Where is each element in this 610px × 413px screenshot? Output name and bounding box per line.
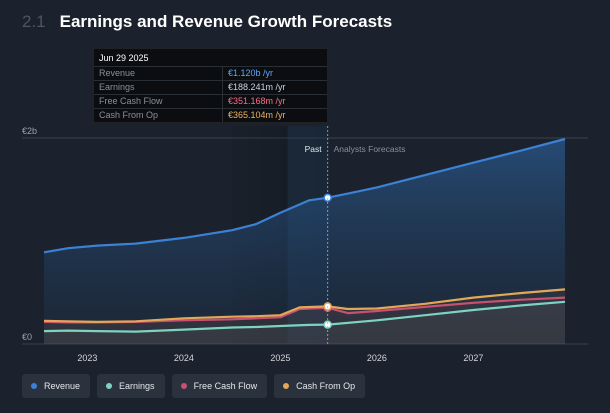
tooltip-row-earnings: Earnings €188.241m /yr: [94, 80, 327, 94]
page-title: Earnings and Revenue Growth Forecasts: [59, 12, 393, 31]
tooltip-row-cash-from-op: Cash From Op €365.104m /yr: [94, 108, 327, 122]
earnings-area: [44, 301, 565, 344]
forecast-label: Analysts Forecasts: [334, 144, 406, 154]
y-tick-label: €0: [22, 332, 32, 342]
x-tick-label: 2027: [463, 353, 483, 363]
cash-from-op-line: [43, 288, 566, 323]
legend-dot-icon: [283, 383, 290, 389]
tooltip-label: Free Cash Flow: [94, 95, 223, 108]
chart-legend: Revenue Earnings Free Cash Flow Cash Fro…: [22, 374, 366, 398]
free-cash-flow-area: [44, 297, 565, 344]
legend-dot-icon: [180, 383, 187, 389]
tooltip-value: €351.168m /yr: [228, 96, 286, 106]
tooltip-row-revenue: Revenue €1.120b /yr: [94, 66, 327, 80]
data-tooltip: Jun 29 2025 Revenue €1.120b /yr Earnings…: [93, 48, 328, 123]
x-tick-label: 2025: [270, 353, 290, 363]
legend-cash-from-op-button[interactable]: Cash From Op: [274, 374, 366, 398]
legend-label: Free Cash Flow: [193, 381, 258, 391]
tooltip-label: Earnings: [94, 81, 223, 94]
legend-earnings-button[interactable]: Earnings: [97, 374, 165, 398]
x-tick-label: 2023: [77, 353, 97, 363]
tooltip-label: Revenue: [94, 67, 223, 80]
tooltip-value: €188.241m /yr: [228, 82, 286, 92]
section-number: 2.1: [22, 12, 46, 31]
earnings-line: [43, 300, 566, 333]
legend-free-cash-flow-button[interactable]: Free Cash Flow: [171, 374, 268, 398]
past-label: Past: [305, 144, 323, 154]
tooltip-row-free-cash-flow: Free Cash Flow €351.168m /yr: [94, 94, 327, 108]
earnings-marker: [323, 320, 332, 329]
legend-label: Earnings: [119, 381, 155, 391]
tooltip-value: €365.104m /yr: [228, 110, 286, 120]
section-header: 2.1 Earnings and Revenue Growth Forecast…: [22, 12, 392, 36]
y-tick-label: €2b: [22, 126, 37, 136]
legend-dot-icon: [106, 383, 113, 389]
revenue-line: [43, 137, 566, 254]
x-tick-label: 2026: [367, 353, 387, 363]
legend-revenue-button[interactable]: Revenue: [22, 374, 91, 398]
tooltip-label: Cash From Op: [94, 109, 223, 122]
tooltip-value: €1.120b /yr: [228, 68, 274, 78]
legend-label: Cash From Op: [296, 381, 356, 391]
tooltip-date: Jun 29 2025: [99, 53, 149, 63]
legend-label: Revenue: [44, 381, 81, 391]
x-tick-label: 2024: [174, 353, 194, 363]
revenue-area: [44, 139, 565, 344]
legend-dot-icon: [31, 383, 37, 389]
